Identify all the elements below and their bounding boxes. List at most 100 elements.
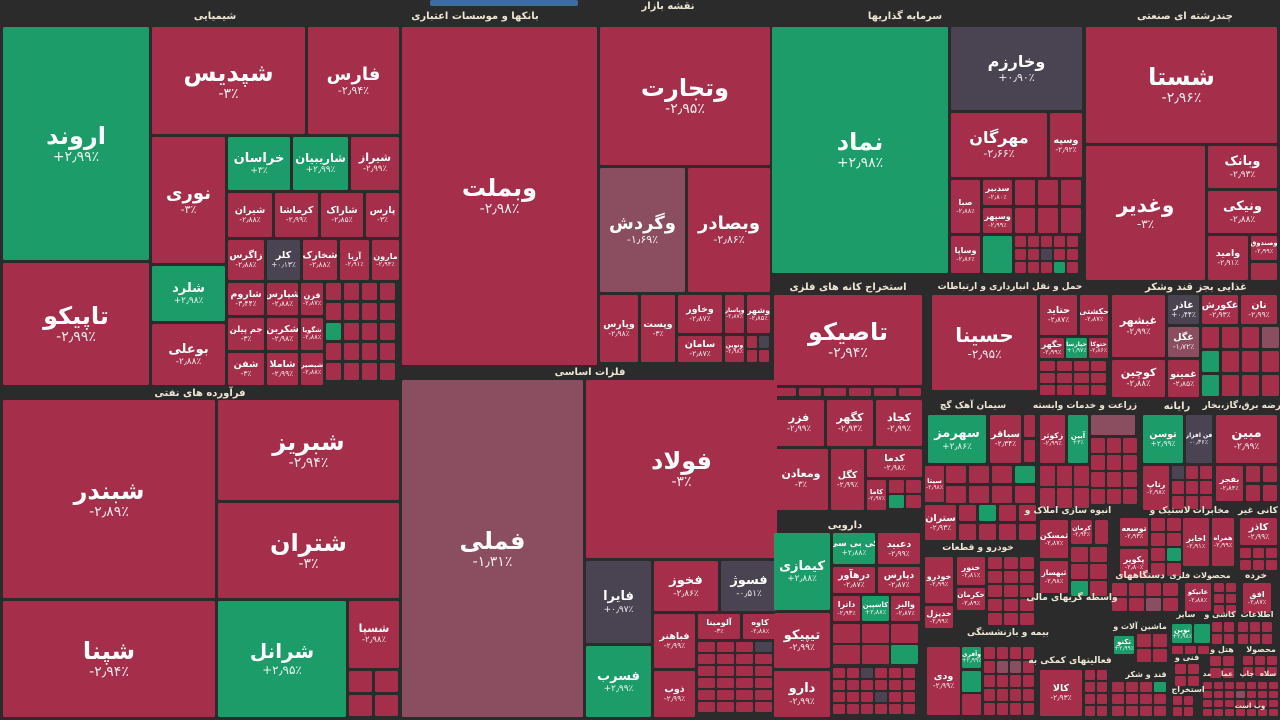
stock-tile-small[interactable] xyxy=(1015,208,1035,233)
stock-tile-small[interactable] xyxy=(997,675,1008,687)
stock-tile-small[interactable] xyxy=(736,690,753,700)
stock-tile[interactable]: حپارسا +۱٫۹۷٪ xyxy=(1066,338,1087,358)
stock-tile-small[interactable] xyxy=(1040,488,1055,508)
stock-tile[interactable]: بوعلی -۲٫۸۸٪ xyxy=(152,324,225,385)
stock-tile-small[interactable] xyxy=(1137,634,1151,647)
stock-tile-small[interactable] xyxy=(1137,649,1151,662)
stock-tile-small[interactable] xyxy=(1258,682,1267,689)
stock-tile-small[interactable] xyxy=(1126,706,1138,716)
stock-tile-small[interactable] xyxy=(1226,583,1236,592)
stock-tile-small[interactable] xyxy=(1151,533,1165,546)
stock-tile-small[interactable] xyxy=(1057,373,1072,383)
stock-tile[interactable]: کلر +۰٫۱۳٪ xyxy=(267,240,300,280)
stock-tile-small[interactable] xyxy=(1091,373,1106,383)
stock-tile-small[interactable] xyxy=(988,585,1002,597)
stock-tile-small[interactable] xyxy=(1004,557,1018,569)
stock-tile[interactable]: اخابر -۲٫۹۱٪ xyxy=(1183,518,1209,566)
stock-tile-small[interactable] xyxy=(1097,706,1107,716)
stock-tile[interactable]: شخارک -۲٫۸۸٪ xyxy=(303,240,337,280)
stock-tile-small[interactable] xyxy=(1214,594,1224,603)
stock-tile-small[interactable] xyxy=(755,666,772,676)
stock-tile-small[interactable] xyxy=(1091,472,1105,487)
stock-tile-small[interactable] xyxy=(1091,455,1105,470)
stock-tile-small[interactable] xyxy=(1024,415,1035,437)
stock-tile-small[interactable] xyxy=(1010,661,1021,673)
stock-tile-small[interactable] xyxy=(1263,466,1277,482)
stock-tile-small[interactable] xyxy=(1194,624,1210,643)
stock-tile-small[interactable] xyxy=(380,343,395,360)
stock-tile-small[interactable] xyxy=(717,702,734,712)
stock-tile-small[interactable] xyxy=(875,668,887,678)
stock-tile-small[interactable] xyxy=(1214,583,1224,592)
stock-tile-small[interactable] xyxy=(891,645,918,664)
stock-tile[interactable]: فباهنر -۲٫۹۹٪ xyxy=(654,614,695,668)
stock-tile-small[interactable] xyxy=(1236,682,1245,689)
stock-tile-small[interactable] xyxy=(984,689,995,701)
stock-tile-small[interactable] xyxy=(1126,682,1138,692)
stock-tile-small[interactable] xyxy=(1203,709,1212,716)
stock-tile-small[interactable] xyxy=(891,624,918,643)
stock-tile-small[interactable] xyxy=(903,692,915,702)
stock-tile-small[interactable] xyxy=(755,642,772,652)
stock-tile-small[interactable] xyxy=(984,661,995,673)
stock-tile[interactable]: فایرا +۰٫۹۷٪ xyxy=(586,561,651,643)
stock-tile-small[interactable] xyxy=(962,694,981,715)
stock-tile[interactable]: شفن -۳٪ xyxy=(228,353,264,385)
stock-tile-small[interactable] xyxy=(1223,656,1234,666)
stock-tile[interactable]: وآفری +۲٫۹۹٪ xyxy=(962,647,981,668)
stock-tile-small[interactable] xyxy=(1040,361,1055,371)
stock-tile-small[interactable] xyxy=(1085,706,1095,716)
stock-tile[interactable]: عانیکو -۲٫۸۸٪ xyxy=(1185,583,1211,611)
stock-tile-small[interactable] xyxy=(992,486,1012,503)
stock-tile-small[interactable] xyxy=(1010,647,1021,659)
stock-tile-small[interactable] xyxy=(755,702,772,712)
stock-tile-small[interactable] xyxy=(847,692,859,702)
stock-tile[interactable]: پکویر -۲٫۸۰٪ xyxy=(1120,549,1148,577)
stock-tile-small[interactable] xyxy=(1097,682,1107,692)
stock-tile[interactable]: غاذر +۰٫۴۴٪ xyxy=(1168,295,1199,324)
stock-tile[interactable]: فن افزار -۰٫۳۶٪ xyxy=(1186,415,1212,463)
stock-tile-small[interactable] xyxy=(1107,472,1121,487)
stock-tile-small[interactable] xyxy=(774,388,796,396)
stock-tile[interactable]: توسن +۲٫۹۹٪ xyxy=(1143,415,1183,463)
stock-tile-small[interactable] xyxy=(1085,682,1095,692)
stock-tile[interactable]: تیپیکو -۲٫۹۹٪ xyxy=(774,613,830,668)
stock-tile[interactable]: ستران -۲٫۹۳٪ xyxy=(925,505,956,540)
stock-tile-small[interactable] xyxy=(1266,548,1277,558)
stock-tile-small[interactable] xyxy=(698,654,715,664)
stock-tile-small[interactable] xyxy=(862,624,889,643)
stock-tile-small[interactable] xyxy=(1247,691,1256,698)
stock-tile[interactable]: شبریز -۲٫۹۴٪ xyxy=(218,400,399,500)
stock-tile[interactable]: فسرب +۲٫۹۹٪ xyxy=(586,646,651,717)
stock-tile-small[interactable] xyxy=(1172,466,1184,479)
stock-tile[interactable]: والبر -۲٫۸۷٪ xyxy=(891,596,920,621)
stock-tile-small[interactable] xyxy=(1028,262,1039,273)
stock-tile-small[interactable] xyxy=(906,495,921,508)
stock-tile-small[interactable] xyxy=(1024,440,1035,462)
stock-tile-small[interactable] xyxy=(889,480,904,493)
stock-tile-small[interactable] xyxy=(755,678,772,688)
stock-tile[interactable]: کاذر -۲٫۹۹٪ xyxy=(1240,518,1277,545)
stock-tile-small[interactable] xyxy=(1091,385,1106,395)
stock-tile[interactable]: وشهر -۲٫۸۵٪ xyxy=(747,295,770,333)
stock-tile[interactable]: ونیکی -۲٫۸۸٪ xyxy=(1208,191,1277,233)
stock-tile-small[interactable] xyxy=(1038,208,1058,233)
stock-tile[interactable]: مارون -۲٫۹۴٪ xyxy=(372,240,399,280)
stock-tile-small[interactable] xyxy=(1267,656,1277,665)
stock-tile[interactable]: قرن -۲٫۸۷٪ xyxy=(301,283,323,315)
stock-tile-small[interactable] xyxy=(1240,560,1251,570)
stock-tile-small[interactable] xyxy=(1015,486,1035,503)
stock-tile-small[interactable] xyxy=(1020,613,1034,625)
stock-tile[interactable]: سهرمز +۲٫۸۶٪ xyxy=(928,415,986,463)
stock-tile[interactable]: نماد +۲٫۹۸٪ xyxy=(772,27,948,273)
stock-tile-small[interactable] xyxy=(969,466,989,483)
stock-tile[interactable]: ثمسکن -۲٫۸۷٪ xyxy=(1040,520,1068,558)
stock-tile-small[interactable] xyxy=(326,343,341,360)
stock-tile[interactable]: آبین +۳٪ xyxy=(1068,415,1088,463)
stock-tile-small[interactable] xyxy=(362,343,377,360)
stock-tile-small[interactable] xyxy=(988,613,1002,625)
stock-tile-small[interactable] xyxy=(889,495,904,508)
stock-tile-small[interactable] xyxy=(889,692,901,702)
stock-tile[interactable]: خودرو -۲٫۹۹٪ xyxy=(925,557,953,603)
stock-tile[interactable]: تکنو +۲٫۹۹٪ xyxy=(1114,636,1134,654)
